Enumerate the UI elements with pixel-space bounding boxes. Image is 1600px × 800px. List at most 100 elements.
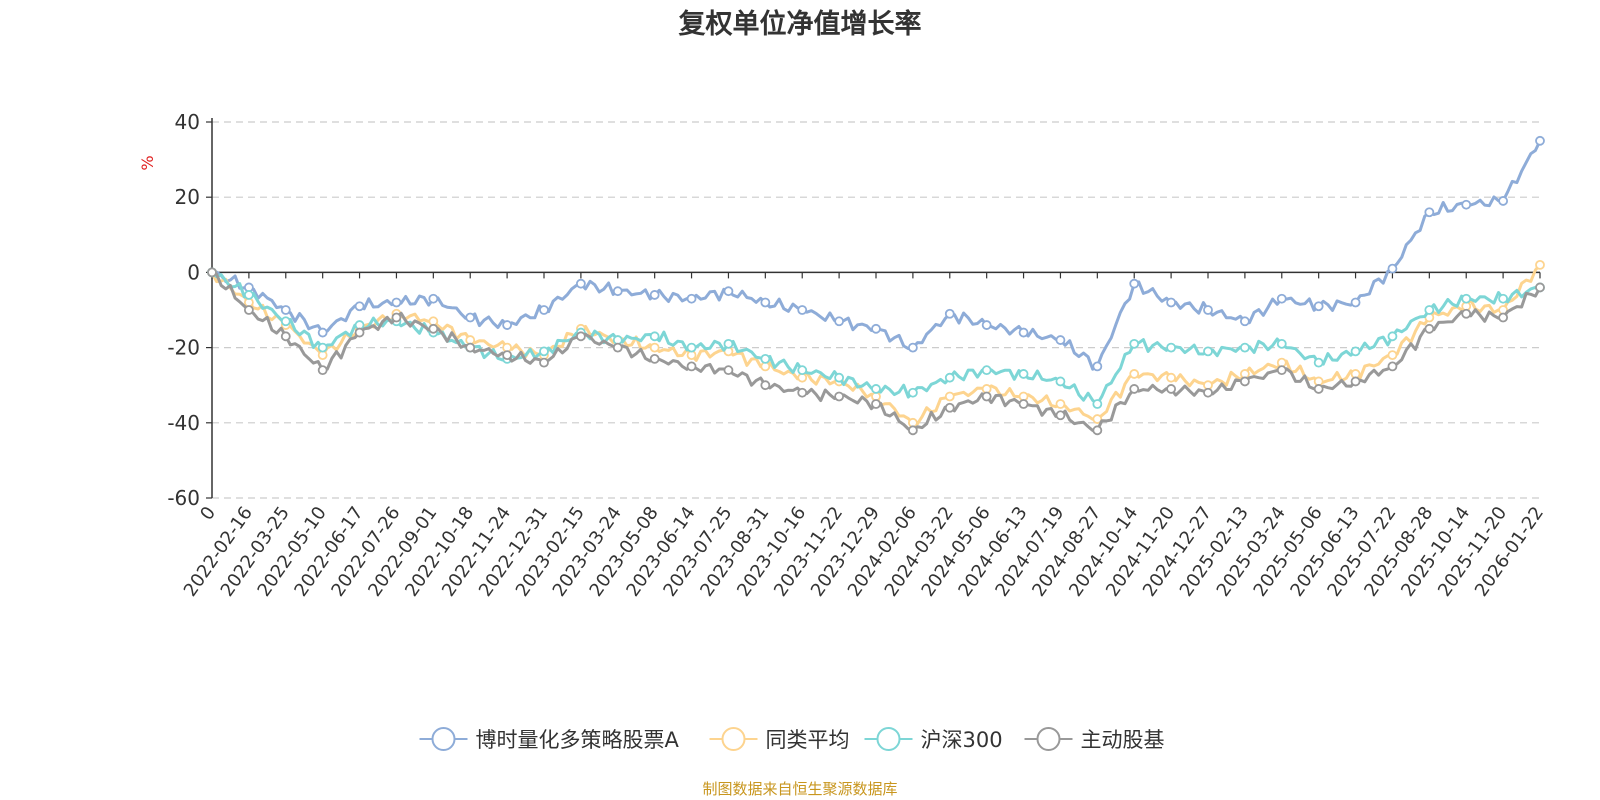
data-point[interactable] <box>280 331 291 342</box>
data-point[interactable] <box>575 331 586 342</box>
data-point[interactable] <box>1424 207 1435 218</box>
data-point[interactable] <box>1535 282 1545 293</box>
legend[interactable]: 博时量化多策略股票A 同类平均 沪深300 主动股基 <box>419 727 1165 752</box>
data-point[interactable] <box>1018 399 1029 409</box>
data-point[interactable] <box>1239 316 1250 327</box>
data-point[interactable] <box>871 384 881 394</box>
data-point[interactable] <box>981 391 992 402</box>
data-point[interactable] <box>1313 357 1324 368</box>
data-point[interactable] <box>1018 369 1029 379</box>
data-point[interactable] <box>1239 342 1250 353</box>
data-point[interactable] <box>1092 414 1103 424</box>
data-point[interactable] <box>797 387 808 398</box>
data-point[interactable] <box>1166 384 1177 394</box>
data-point[interactable] <box>575 278 586 289</box>
data-point[interactable] <box>1203 387 1213 398</box>
data-point[interactable] <box>465 342 476 353</box>
data-point[interactable] <box>723 338 734 349</box>
data-point[interactable] <box>391 312 402 323</box>
data-point[interactable] <box>391 297 402 308</box>
data-point[interactable] <box>944 308 955 319</box>
data-point[interactable] <box>1129 369 1140 379</box>
data-point[interactable] <box>539 346 549 357</box>
data-point[interactable] <box>1055 376 1066 387</box>
data-point[interactable] <box>686 342 697 353</box>
data-point[interactable] <box>317 342 328 353</box>
legend-item[interactable]: 主动股基 <box>1024 727 1165 752</box>
data-point[interactable] <box>1203 305 1213 315</box>
data-point[interactable] <box>1387 361 1398 372</box>
data-point[interactable] <box>1313 384 1324 394</box>
data-point[interactable] <box>1055 399 1066 409</box>
data-point[interactable] <box>649 331 660 342</box>
data-point[interactable] <box>354 327 365 338</box>
data-point[interactable] <box>428 293 439 304</box>
data-point[interactable] <box>1276 338 1287 349</box>
data-point[interactable] <box>723 365 734 376</box>
data-point[interactable] <box>649 290 660 300</box>
data-point[interactable] <box>686 361 697 372</box>
data-point[interactable] <box>944 391 955 402</box>
data-point[interactable] <box>907 387 918 398</box>
data-point[interactable] <box>1129 384 1140 394</box>
data-point[interactable] <box>1350 297 1361 308</box>
data-point[interactable] <box>1055 335 1066 345</box>
data-point[interactable] <box>1461 308 1472 319</box>
data-point[interactable] <box>502 320 513 330</box>
data-point[interactable] <box>428 323 439 334</box>
data-point[interactable] <box>760 353 771 364</box>
data-point[interactable] <box>465 312 476 323</box>
data-point[interactable] <box>207 267 217 278</box>
data-point[interactable] <box>1129 278 1140 289</box>
data-point[interactable] <box>612 286 623 297</box>
data-point[interactable] <box>834 391 845 402</box>
data-point[interactable] <box>243 305 254 315</box>
data-point[interactable] <box>1350 346 1361 357</box>
data-point[interactable] <box>280 316 291 327</box>
data-point[interactable] <box>502 350 513 361</box>
data-point[interactable] <box>944 402 955 413</box>
data-point[interactable] <box>1018 327 1029 338</box>
data-point[interactable] <box>1461 199 1472 210</box>
data-point[interactable] <box>1092 361 1103 372</box>
data-point[interactable] <box>1424 305 1435 315</box>
data-point[interactable] <box>539 357 549 368</box>
data-point[interactable] <box>981 320 992 330</box>
data-point[interactable] <box>1387 350 1398 361</box>
data-point[interactable] <box>1166 342 1177 353</box>
data-point[interactable] <box>1203 346 1213 357</box>
data-point[interactable] <box>317 365 328 376</box>
data-point[interactable] <box>907 342 918 353</box>
data-point[interactable] <box>1055 410 1066 421</box>
data-point[interactable] <box>944 372 955 383</box>
data-point[interactable] <box>797 365 808 376</box>
data-point[interactable] <box>317 327 328 338</box>
data-point[interactable] <box>907 425 918 436</box>
data-point[interactable] <box>649 353 660 364</box>
data-point[interactable] <box>871 399 881 409</box>
data-point[interactable] <box>1092 425 1103 436</box>
data-point[interactable] <box>539 305 549 315</box>
data-point[interactable] <box>797 305 808 315</box>
data-point[interactable] <box>1129 338 1140 349</box>
data-point[interactable] <box>1424 323 1435 334</box>
data-point[interactable] <box>1239 376 1250 387</box>
data-point[interactable] <box>686 293 697 304</box>
legend-item[interactable]: 沪深300 <box>864 727 1003 752</box>
data-point[interactable] <box>1276 365 1287 376</box>
data-point[interactable] <box>1498 293 1509 304</box>
data-point[interactable] <box>1166 297 1177 308</box>
data-point[interactable] <box>1498 196 1509 206</box>
data-point[interactable] <box>834 372 845 383</box>
data-point[interactable] <box>760 297 771 308</box>
data-point[interactable] <box>760 380 771 391</box>
data-point[interactable] <box>1092 399 1103 409</box>
data-point[interactable] <box>1535 135 1545 146</box>
data-point[interactable] <box>612 342 623 353</box>
data-point[interactable] <box>1313 301 1324 312</box>
data-point[interactable] <box>243 290 254 300</box>
data-point[interactable] <box>1387 263 1398 274</box>
data-point[interactable] <box>834 316 845 327</box>
data-point[interactable] <box>723 286 734 297</box>
legend-item[interactable]: 博时量化多策略股票A <box>419 727 680 752</box>
